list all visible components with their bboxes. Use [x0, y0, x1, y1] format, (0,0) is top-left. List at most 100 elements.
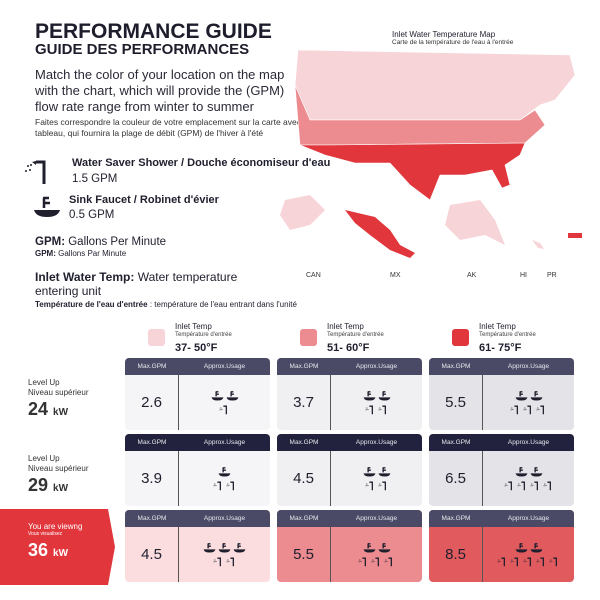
shower-icon: [378, 481, 386, 490]
level-kw: 29 kW: [28, 475, 69, 495]
intro-text-fr: Faites correspondre la couleur de votre …: [35, 117, 310, 138]
faucet-icon: [363, 390, 375, 401]
inlet-text-fr: : température de l'eau entrant dans l'un…: [149, 300, 297, 309]
performance-card: Max.GPM Approx.Usage 6.5: [429, 434, 574, 506]
level-kw: 36 kW: [28, 540, 69, 560]
level-label: Level Up Niveau supérieur 24 kW: [28, 378, 88, 424]
legend-label-fr: Température d'entrée: [327, 332, 384, 338]
current-model-banner: You are viewng Vous visualisez 36 kW: [0, 509, 115, 585]
map-subtitle: Carte de la température de l'eau à l'ent…: [392, 39, 514, 46]
legend-swatch: [452, 329, 469, 346]
map-puerto-rico: [568, 233, 582, 238]
faucet-icon: [515, 542, 527, 553]
max-gpm-header: Max.GPM: [441, 363, 471, 370]
performance-card: Max.GPM Approx.Usage 8.5: [429, 510, 574, 582]
faucet-icon: [378, 542, 390, 553]
shower-icon: [226, 557, 234, 566]
shower-icon: [371, 557, 379, 566]
temperature-map: [280, 49, 582, 258]
max-gpm-header: Max.GPM: [137, 363, 167, 370]
faucet-icon: [515, 466, 527, 477]
map-region-hot: [299, 142, 526, 201]
viewing-label-fr: Vous visualisez: [28, 531, 63, 537]
max-gpm-header: Max.GPM: [441, 439, 471, 446]
shower-icon: [510, 405, 518, 414]
level-title-fr: Niveau supérieur: [28, 464, 89, 473]
faucet-icon: [34, 196, 60, 217]
usage-header: Approx.Usage: [203, 363, 246, 370]
map-label-mx: MX: [390, 272, 401, 279]
usage-icons: [179, 527, 270, 582]
legend-label: Inlet Temp: [479, 322, 516, 331]
usage-icons: [483, 451, 574, 506]
usage-icons: [483, 527, 574, 582]
max-gpm-value: 5.5: [277, 527, 331, 582]
faucet-icon: [218, 542, 231, 553]
faucet-title: Sink Faucet / Robinet d'évier: [69, 194, 219, 206]
page-title: PERFORMANCE GUIDE: [35, 20, 272, 43]
map-label-hi: HI: [520, 272, 527, 279]
performance-card: Max.GPM Approx.Usage 4.5: [125, 510, 270, 582]
faucet-icon: [211, 390, 223, 401]
map-label-can: CAN: [306, 272, 321, 279]
shower-icon: [219, 405, 227, 414]
shower-icon: [536, 405, 544, 414]
faucet-icon: [363, 542, 375, 553]
shower-icon: [226, 481, 234, 490]
shower-icon: [358, 557, 366, 566]
level-label: Level Up Niveau supérieur 29 kW: [28, 454, 88, 500]
shower-value: 1.5 GPM: [72, 173, 118, 185]
legend-label: Inlet Temp: [175, 322, 212, 331]
page-subtitle: GUIDE DES PERFORMANCES: [35, 41, 250, 58]
max-gpm-header: Max.GPM: [289, 363, 319, 370]
usage-icons: [483, 375, 574, 430]
usage-header: Approx.Usage: [507, 515, 550, 522]
gpm-term: GPM:: [35, 236, 66, 248]
shower-icon: [523, 405, 531, 414]
map-label-pr: PR: [547, 272, 557, 279]
map-title: Inlet Water Temperature Map: [392, 30, 496, 39]
usage-header: Approx.Usage: [507, 439, 550, 446]
shower-icon: [365, 405, 373, 414]
legend-label-fr: Température d'entrée: [479, 332, 536, 338]
faucet-icon: [233, 542, 246, 553]
faucet-icon: [530, 466, 542, 477]
performance-card: Max.GPM Approx.Usage 4.5: [277, 434, 422, 506]
usage-header: Approx.Usage: [355, 515, 398, 522]
max-gpm-value: 4.5: [277, 451, 331, 506]
faucet-icon: [515, 390, 527, 401]
performance-card: Max.GPM Approx.Usage 3.7: [277, 358, 422, 430]
usage-header: Approx.Usage: [203, 515, 246, 522]
legend-range: 37- 50°F: [175, 342, 218, 354]
usage-icons: [331, 451, 422, 506]
intro-text: Match the color of your location on the …: [35, 67, 285, 114]
shower-icon: [213, 557, 221, 566]
usage-icons: [331, 375, 422, 430]
map-canada: [280, 195, 325, 230]
max-gpm-value: 3.9: [125, 451, 179, 506]
max-gpm-header: Max.GPM: [441, 515, 471, 522]
faucet-icon: [530, 542, 542, 553]
shower-icon: [510, 557, 518, 566]
map-mexico: [345, 210, 415, 258]
usage-icons: [331, 527, 422, 582]
faucet-icon: [226, 390, 238, 401]
shower-icon: [530, 481, 538, 490]
map-alaska: [445, 200, 505, 245]
shower-icon: [523, 557, 531, 566]
usage-header: Approx.Usage: [507, 363, 550, 370]
gpm-definition-fr: GPM: Gallons Par Minute: [35, 249, 126, 258]
inlet-definition-fr: Température de l'eau d'entrée : températ…: [35, 300, 310, 310]
gpm-text-fr: Gallons Par Minute: [58, 249, 127, 258]
inlet-definition: Inlet Water Temp: Water temperature ente…: [35, 270, 275, 298]
usage-icons: [179, 375, 270, 430]
shower-icon: [25, 160, 46, 184]
shower-icon: [536, 557, 544, 566]
performance-card: Max.GPM Approx.Usage 5.5: [429, 358, 574, 430]
gpm-text: Gallons Per Minute: [68, 236, 167, 248]
max-gpm-header: Max.GPM: [137, 515, 167, 522]
shower-icon: [378, 405, 386, 414]
shower-icon: [365, 481, 373, 490]
level-title: Level Up: [28, 454, 60, 463]
max-gpm-header: Max.GPM: [137, 439, 167, 446]
